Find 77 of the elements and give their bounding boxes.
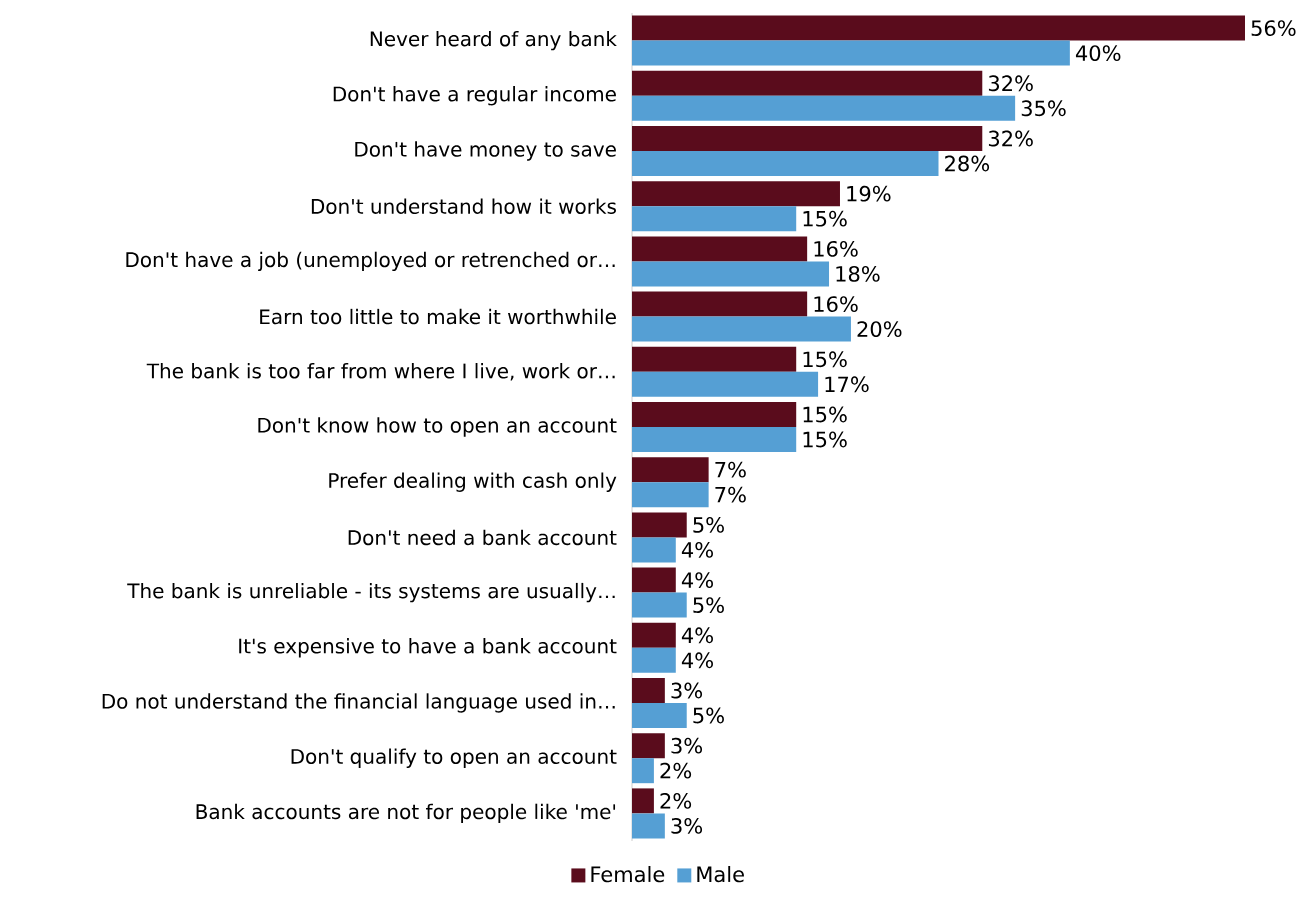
bar <box>632 702 687 728</box>
data-label: 4% <box>681 572 713 589</box>
data-label: 4% <box>681 652 713 669</box>
data-label: 4% <box>681 627 713 644</box>
data-label: 2% <box>660 792 692 809</box>
y-tick-label: Earn too little to make it worthwhile <box>260 308 616 325</box>
bar <box>632 291 808 317</box>
data-label: 32% <box>988 75 1033 92</box>
bar <box>632 758 654 784</box>
bar <box>632 15 1245 41</box>
bar <box>632 150 939 176</box>
y-tick-label: Don't know how to open an account <box>258 417 617 437</box>
y-tick-label: Don't have a regular income <box>333 86 616 106</box>
y-tick-label: It's expensive to have a bank account <box>239 638 617 658</box>
legend-label: Female <box>591 865 665 883</box>
data-label: 32% <box>988 130 1033 147</box>
data-label: 15% <box>803 406 847 423</box>
bar <box>632 40 1070 66</box>
bar <box>632 125 983 151</box>
y-tick-label: Don't have money to save <box>355 141 616 161</box>
data-label: 5% <box>693 597 724 614</box>
bar <box>632 567 676 593</box>
data-label: 15% <box>803 351 847 368</box>
bar <box>632 316 851 342</box>
data-label: 2% <box>660 762 692 779</box>
bar <box>632 70 983 96</box>
data-label: 28% <box>945 155 990 172</box>
data-label: 5% <box>693 707 724 724</box>
bar <box>632 512 687 538</box>
data-label: 56% <box>1251 20 1296 37</box>
y-tick-label: Don't qualify to open an account <box>291 748 617 768</box>
bar <box>632 457 709 483</box>
data-label: 16% <box>814 296 858 313</box>
data-label: 7% <box>715 461 746 478</box>
data-label: 15% <box>803 431 847 448</box>
bar <box>632 647 676 673</box>
bar <box>632 371 819 397</box>
y-tick-label: The bank is unreliable - its systems are usually… <box>127 582 615 603</box>
y-tick-label: Don't understand how it works <box>311 198 616 214</box>
data-label: 20% <box>857 321 902 338</box>
bar <box>632 622 676 648</box>
data-label: 3% <box>671 737 703 754</box>
data-label: 17% <box>825 376 869 393</box>
bar <box>632 813 665 839</box>
data-label: 40% <box>1075 45 1121 62</box>
bar <box>632 427 797 452</box>
y-tick-label: Bank accounts are not for people like 'me' <box>196 803 616 824</box>
data-label: 18% <box>836 265 880 282</box>
bar <box>632 677 665 703</box>
bar <box>632 95 1016 121</box>
y-tick-label: Never heard of any bank <box>370 30 617 51</box>
bar <box>632 482 709 508</box>
y-tick-label: Don't have a job (unemployed or retrenched or… <box>126 251 615 272</box>
legend-label: Male <box>697 865 744 883</box>
data-label: 7% <box>715 486 746 503</box>
data-label: 35% <box>1021 100 1066 117</box>
bar <box>632 346 797 372</box>
bar <box>632 733 665 759</box>
y-tick-label: Prefer dealing with cash only <box>329 472 617 492</box>
data-label: 3% <box>671 682 703 699</box>
data-label: 5% <box>693 516 724 533</box>
bar <box>632 402 797 427</box>
data-label: 15% <box>803 210 847 227</box>
bar <box>632 261 830 287</box>
y-tick-label: Do not understand the financial language used in… <box>102 693 615 713</box>
bar <box>632 181 840 207</box>
bar <box>632 592 687 618</box>
data-label: 19% <box>847 185 891 202</box>
bar <box>632 788 654 814</box>
y-tick-label: Don't need a bank account <box>348 529 617 546</box>
data-label: 3% <box>671 817 703 834</box>
data-label: 4% <box>681 541 713 558</box>
bar <box>632 236 808 262</box>
y-tick-label: The bank is too far from where I live, work or… <box>146 363 615 381</box>
bar <box>632 537 676 563</box>
bar <box>632 206 797 232</box>
data-label: 16% <box>814 240 858 257</box>
